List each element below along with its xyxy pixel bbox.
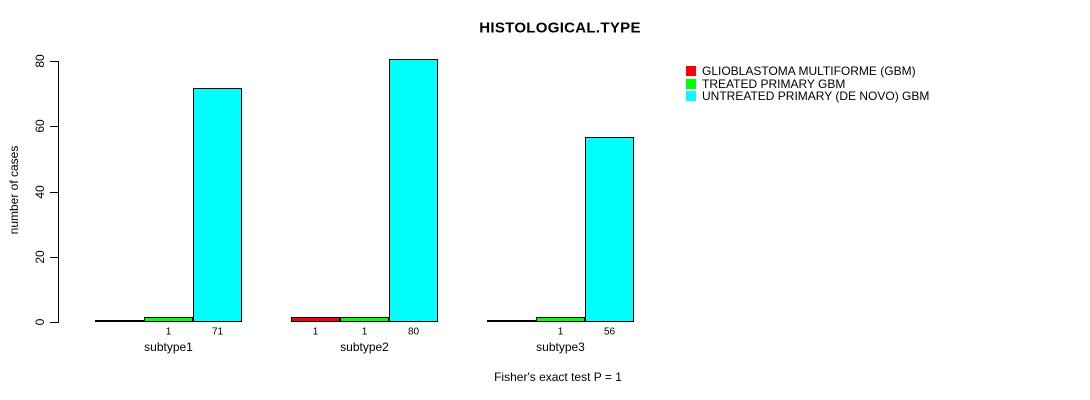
legend-swatch [686,78,696,89]
y-tick-label: 0 [33,318,47,326]
zero-height-bar [95,320,144,322]
legend-label: TREATED PRIMARY GBM [702,76,846,91]
bar-value-label: 71 [211,326,224,338]
bar-value-label: 56 [603,326,616,338]
bar-value-label: 1 [312,326,319,338]
bar [144,317,193,322]
y-tick-label: 60 [33,119,47,133]
legend-item: UNTREATED PRIMARY (DE NOVO) GBM [686,90,929,103]
y-tick-label: 80 [33,54,47,68]
bar [291,317,340,322]
legend-item: GLIOBLASTOMA MULTIFORME (GBM) [686,65,929,78]
bar [536,317,585,322]
legend-swatch [686,66,696,77]
bar-value-label: 1 [557,326,564,338]
x-category-label: subtype1 [144,340,193,354]
legend: GLIOBLASTOMA MULTIFORME (GBM) TREATED PRI… [686,65,929,103]
legend-swatch [686,91,696,102]
legend-item: TREATED PRIMARY GBM [686,76,929,91]
footnote-fisher-test: Fisher's exact test P = 1 [494,370,622,384]
x-category-label: subtype2 [340,340,389,354]
y-tick [50,61,58,62]
y-tick [50,192,58,193]
y-tick-label: 20 [33,250,47,264]
chart-title: HISTOLOGICAL.TYPE [479,19,641,37]
y-tick-label: 40 [33,185,47,199]
y-axis-line [58,61,59,323]
y-tick [50,257,58,258]
y-tick [50,322,58,323]
bar-value-label: 1 [361,326,368,338]
y-tick [50,126,58,127]
bar [389,59,438,322]
zero-height-bar [487,320,536,322]
bar-value-label: 80 [407,326,420,338]
legend-label: UNTREATED PRIMARY (DE NOVO) GBM [702,89,930,104]
bar [193,88,242,322]
bar-value-label: 1 [165,326,172,338]
bar [585,137,634,322]
x-category-label: subtype3 [536,340,585,354]
legend-label: GLIOBLASTOMA MULTIFORME (GBM) [702,64,916,78]
bar [340,317,389,322]
